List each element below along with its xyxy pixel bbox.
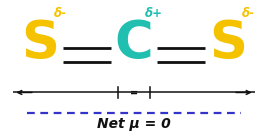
Text: S: S: [21, 18, 59, 70]
Text: δ-: δ-: [54, 7, 67, 20]
Text: Net μ = 0: Net μ = 0: [97, 117, 171, 131]
Text: =: =: [130, 87, 138, 97]
Text: C: C: [115, 18, 153, 70]
Text: δ-: δ-: [241, 7, 254, 20]
Text: S: S: [209, 18, 247, 70]
Text: δ+: δ+: [145, 7, 163, 20]
